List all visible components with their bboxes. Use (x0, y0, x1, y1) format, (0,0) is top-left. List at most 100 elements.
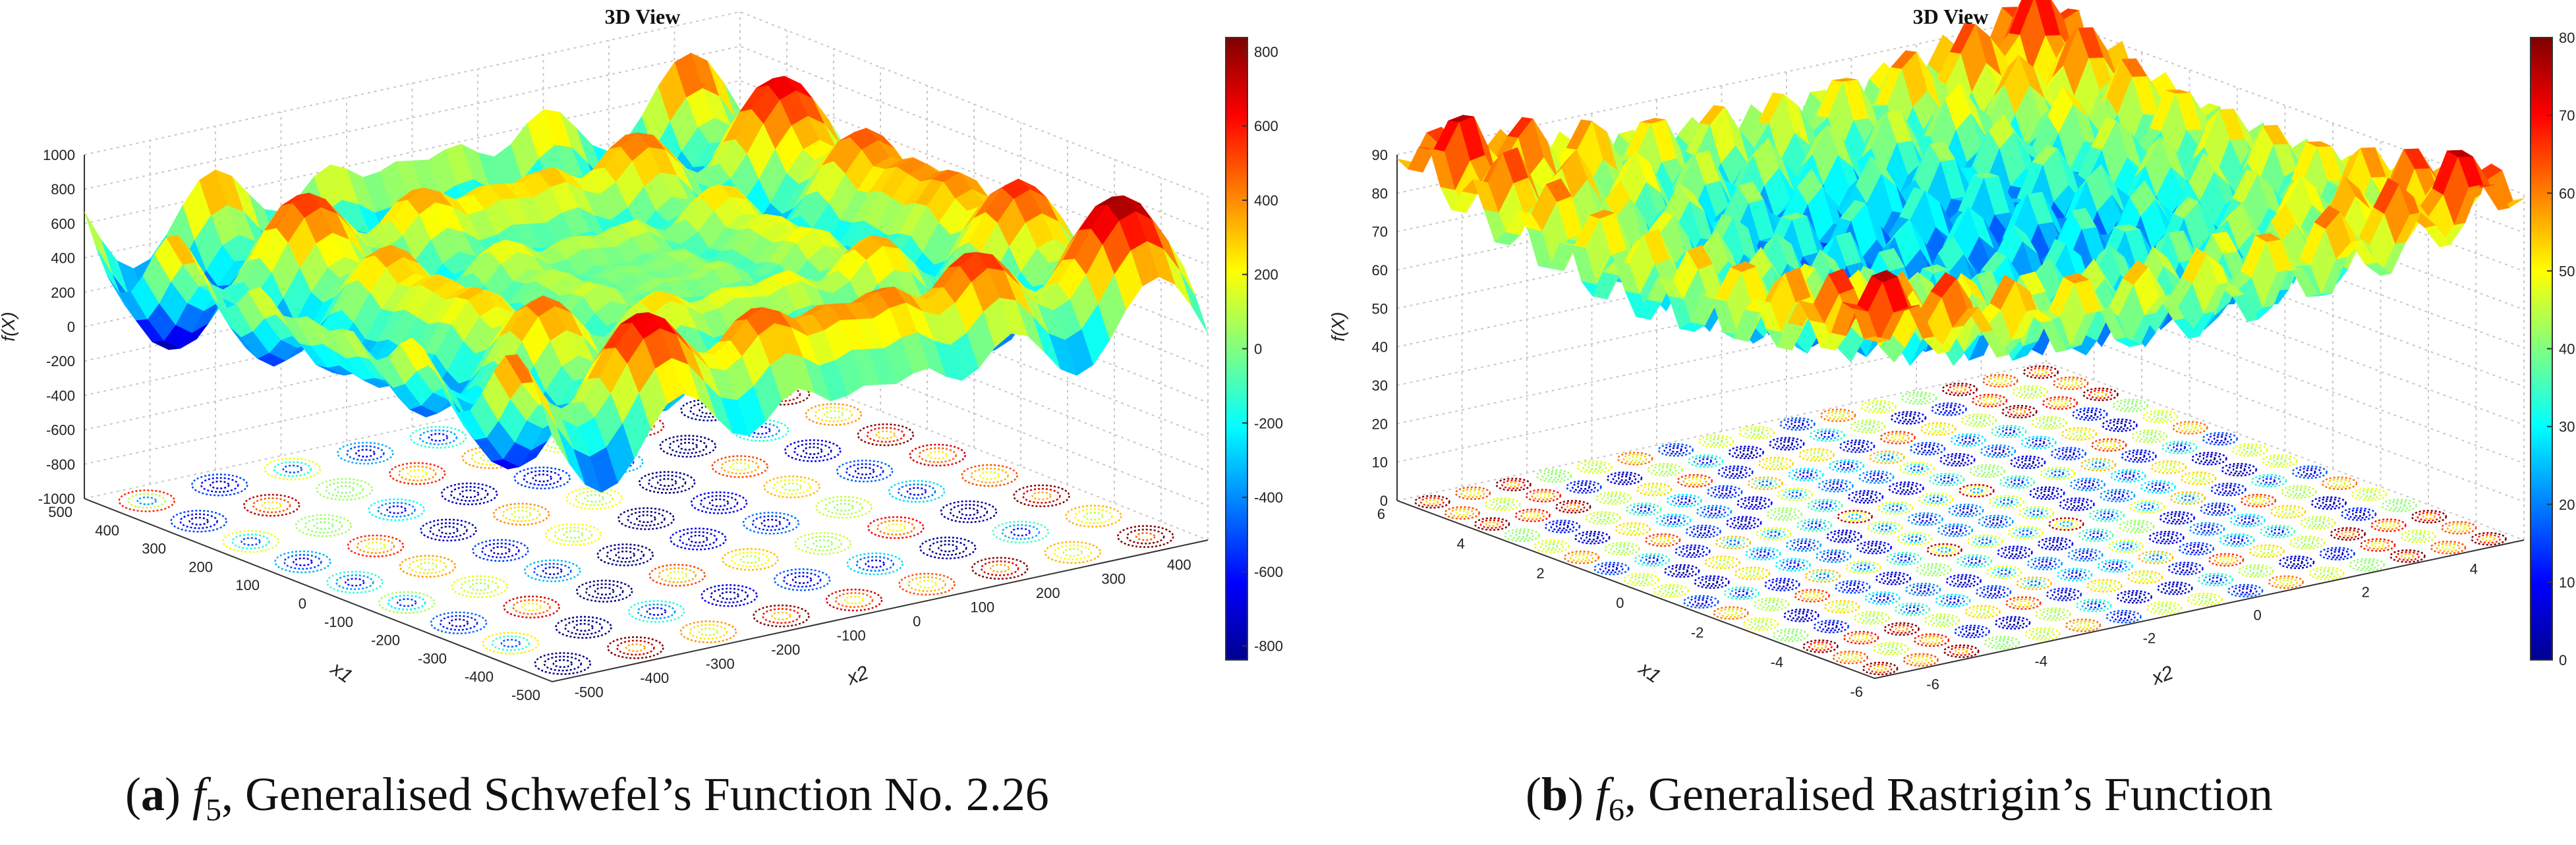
contour-ring (1585, 511, 1621, 525)
contour-ring (1856, 541, 1892, 555)
contour-ring (1890, 411, 1927, 425)
contour-ring (1807, 499, 1843, 512)
contour-ring (2065, 618, 2102, 632)
contour-ring (2148, 412, 2173, 422)
contour-ring (418, 429, 458, 445)
contour-ring (409, 425, 467, 449)
contour-ring (906, 487, 927, 496)
contour-ring (501, 506, 541, 522)
contour-ring (2227, 464, 2252, 475)
contour-ring (1853, 492, 1878, 502)
contour-ring (710, 587, 749, 604)
contour-ring (2246, 495, 2271, 506)
contour-ring (1969, 464, 2005, 478)
contour-ring (1959, 483, 1995, 498)
contour-ring (2349, 558, 2386, 572)
contour-ring (1815, 549, 1852, 563)
x1-tick-label: -400 (465, 668, 494, 685)
contour-ring (1884, 645, 1898, 652)
contour-ring (2007, 526, 2044, 539)
contour-ring (191, 474, 248, 497)
caption-a: (a) f5, Generalised Schwefel’s Function … (125, 768, 1049, 828)
contour-ring (784, 439, 842, 462)
colorbar-tick-label: -200 (1254, 415, 1283, 431)
contour-ring (2092, 462, 2105, 468)
contour-ring (1667, 517, 1680, 524)
surface (84, 52, 1209, 493)
floor-axes (84, 498, 1209, 683)
contour-ring (845, 463, 884, 479)
contour-ring (2118, 400, 2143, 410)
contour-ring (2091, 438, 2127, 452)
contour-ring (1883, 503, 1908, 513)
contour-ring (814, 406, 853, 423)
contour-ring (2069, 477, 2106, 491)
contour-ring (2084, 530, 2109, 540)
contour-ring (617, 507, 675, 530)
contour-ring (1525, 489, 1562, 503)
contour-ring (1729, 469, 1742, 476)
contour-ring (1764, 578, 1800, 591)
contour-ring (2346, 509, 2371, 519)
z-axis-label: f(X) (0, 312, 18, 341)
contour-ring (533, 562, 572, 579)
contour-ring (2310, 496, 2347, 510)
contour-ring (1902, 415, 1915, 421)
contour-ring (668, 438, 708, 454)
contour-ring (2210, 482, 2247, 497)
z-tick-label: 800 (51, 181, 75, 198)
contour-ring (2352, 511, 2365, 517)
contour-ring (1083, 512, 1104, 521)
contour-ring (2165, 513, 2190, 523)
contour-ring (282, 464, 303, 474)
contour-ring (2265, 526, 2290, 537)
x2-tick-label: -2 (2143, 630, 2156, 647)
contour-ring (699, 495, 739, 511)
contour-ring (2132, 453, 2146, 459)
contour-ring (1702, 506, 1727, 517)
contour-ring (1954, 624, 1990, 638)
contour-ring (1686, 548, 1700, 555)
contour-ring (2134, 502, 2160, 512)
contour-ring (1526, 512, 1539, 518)
contour-ring (2202, 432, 2238, 446)
contour-ring (2059, 521, 2073, 527)
contour-ring (274, 550, 331, 574)
contour-ring (2118, 520, 2155, 533)
contour-ring (1848, 632, 1874, 643)
contour-ring (2240, 493, 2277, 508)
colorbar-tick-label: 200 (1254, 267, 1278, 283)
contour-ring (1835, 580, 1871, 594)
contour-ring (1823, 600, 1860, 614)
contour-ring (1953, 387, 1966, 393)
contour-ring (2260, 548, 2274, 555)
contour-ring (1617, 452, 1653, 466)
contour-ring (170, 510, 227, 533)
contour-ring (1845, 441, 1870, 451)
contour-ring (1454, 486, 1491, 500)
contour-ring (1622, 454, 1647, 464)
contour-ring (1945, 454, 1970, 465)
x2-tick-label: 4 (2470, 561, 2478, 578)
contour-ring (2156, 462, 2181, 472)
contour-ring (1738, 425, 1775, 440)
contour-ring (1783, 609, 1819, 622)
contour-ring (1626, 526, 1640, 532)
contour-ring (1650, 535, 1675, 545)
contour-ring (2330, 527, 2366, 541)
caption-a-letter: a (140, 768, 165, 821)
contour-ring (1569, 553, 1594, 562)
contour-ring (857, 423, 915, 447)
contour-ring (2335, 529, 2361, 539)
contour-ring (2130, 524, 2144, 530)
contour-ring (1625, 502, 1662, 516)
contour-ring (1704, 555, 1740, 569)
contour-ring (1620, 524, 1646, 534)
contour-ring (1860, 400, 1897, 414)
contour-ring (1918, 492, 1955, 506)
x2-tick-label: -500 (575, 684, 604, 700)
contour-ring (2073, 550, 2098, 560)
contour-ring (1748, 619, 1773, 629)
caption-a-func: f (192, 768, 206, 821)
contour-ring (1693, 456, 1718, 466)
